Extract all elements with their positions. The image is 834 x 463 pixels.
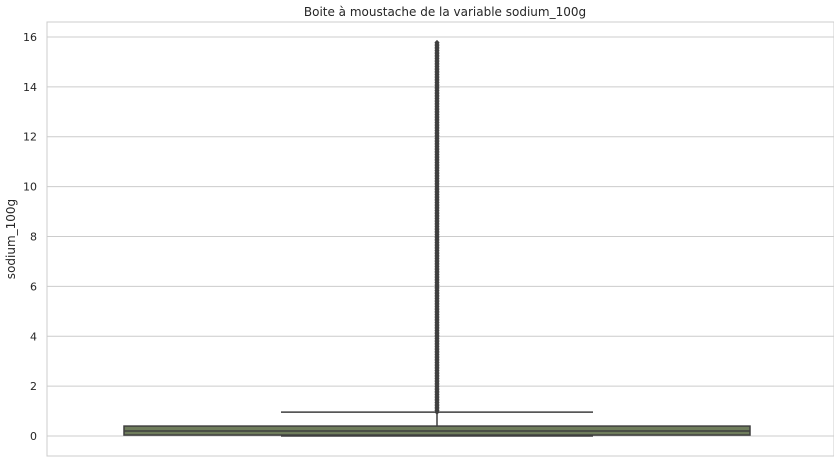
box-group: [123, 411, 751, 437]
y-tick-label: 14: [23, 81, 37, 94]
y-tick-label: 16: [23, 31, 37, 44]
y-tick-label: 8: [30, 231, 37, 244]
y-tick-label: 4: [30, 330, 37, 343]
grid-lines: [47, 36, 834, 437]
y-tick-label: 6: [30, 280, 37, 293]
outlier-points: [434, 39, 440, 415]
y-axis-label: sodium_100g: [4, 199, 18, 279]
y-tick-label: 12: [23, 131, 37, 144]
chart-title: Boite à moustache de la variable sodium_…: [304, 5, 586, 19]
y-tick-label: 0: [30, 430, 37, 443]
outlier-point: [434, 39, 440, 46]
y-tick-label: 2: [30, 380, 37, 393]
y-tick-label: 10: [23, 181, 37, 194]
y-tick-labels: 0 2 4 6 8 10 12 14 16: [23, 31, 37, 443]
plot-frame: [46, 21, 834, 457]
